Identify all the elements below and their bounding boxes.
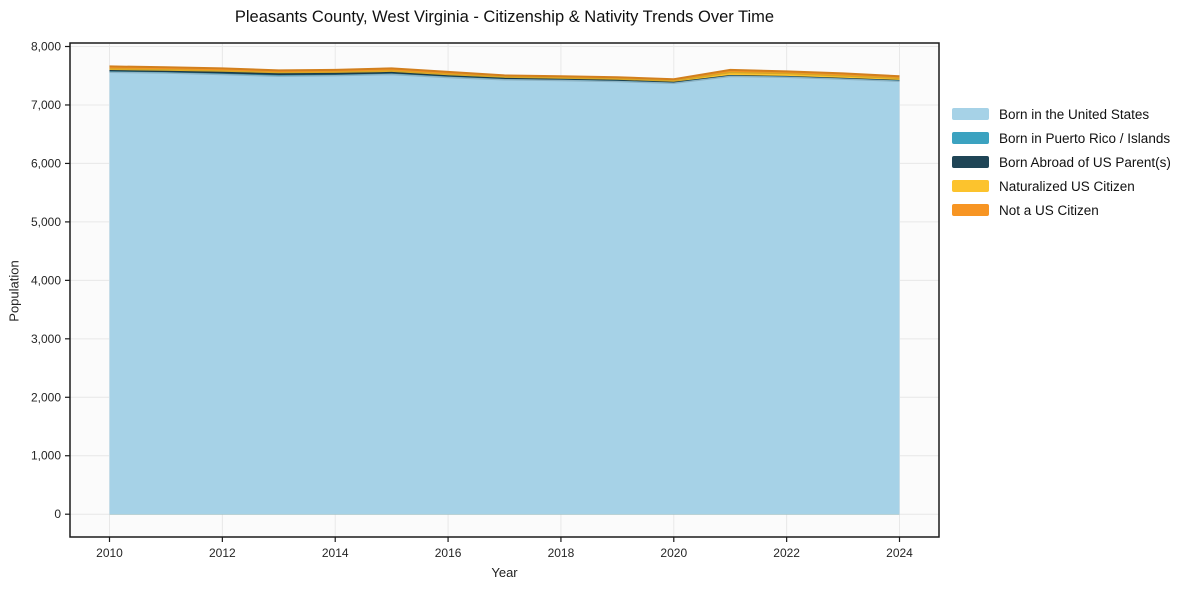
- legend-item-4: Not a US Citizen: [952, 198, 1171, 222]
- y-tick-label: 2,000: [31, 390, 61, 404]
- axis-ticks: 2010 2012 2014 2016 2018 2020 2022 2024 0 1,000 2,…: [31, 40, 913, 560]
- legend-swatch-icon: [952, 204, 989, 216]
- y-tick-label: 1,000: [31, 449, 61, 463]
- legend-label: Born Abroad of US Parent(s): [999, 154, 1171, 170]
- legend-item-0: Born in the United States: [952, 102, 1171, 126]
- y-tick-label: 8,000: [31, 40, 61, 54]
- legend-swatch-icon: [952, 180, 989, 192]
- y-tick-label: 0: [54, 507, 61, 521]
- x-tick-label: 2012: [209, 546, 236, 560]
- legend-label: Born in the United States: [999, 106, 1150, 122]
- legend-label: Not a US Citizen: [999, 202, 1099, 218]
- legend-swatch-icon: [952, 132, 989, 144]
- x-tick-label: 2018: [548, 546, 575, 560]
- y-axis-label: Population: [6, 260, 22, 322]
- chart-title: Pleasants County, West Virginia - Citize…: [234, 8, 775, 26]
- legend-swatch-icon: [952, 156, 989, 168]
- x-tick-label: 2020: [660, 546, 687, 560]
- legend-item-3: Naturalized US Citizen: [952, 174, 1171, 198]
- plot-frame: [69, 42, 940, 538]
- area-edge-3: [109, 68, 900, 82]
- x-tick-label: 2022: [773, 546, 800, 560]
- y-tick-label: 3,000: [31, 332, 61, 346]
- y-tick-label: 5,000: [31, 215, 61, 229]
- x-tick-label: 2024: [886, 546, 913, 560]
- x-axis-label: Year: [491, 565, 518, 580]
- x-tick-label: 2014: [322, 546, 349, 560]
- legend-item-2: Born Abroad of US Parent(s): [952, 150, 1171, 174]
- legend: Born in the United States Born in Puerto …: [952, 102, 1171, 222]
- stacked-areas: [109, 65, 900, 515]
- area-series-0: [109, 72, 900, 515]
- x-tick-label: 2016: [435, 546, 462, 560]
- y-tick-label: 6,000: [31, 156, 61, 170]
- y-tick-label: 7,000: [31, 98, 61, 112]
- y-tick-label: 4,000: [31, 273, 61, 287]
- legend-item-1: Born in Puerto Rico / Islands: [952, 126, 1171, 150]
- x-tick-label: 2010: [96, 546, 123, 560]
- area-edge-4: [109, 65, 900, 81]
- area-edge-0: [109, 71, 900, 85]
- legend-swatch-icon: [952, 108, 989, 120]
- legend-label: Naturalized US Citizen: [999, 178, 1135, 194]
- legend-label: Born in Puerto Rico / Islands: [999, 130, 1171, 146]
